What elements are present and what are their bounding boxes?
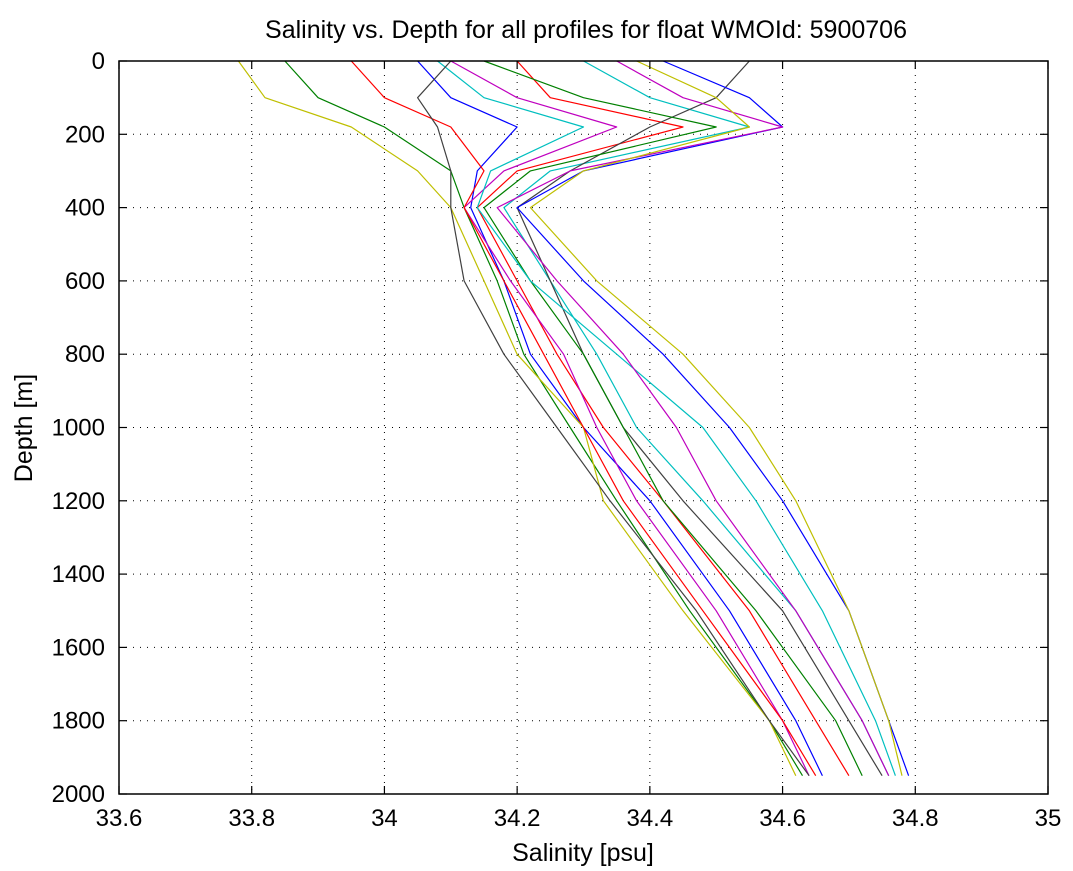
series-lines xyxy=(237,60,910,777)
salinity-profile-line xyxy=(417,60,823,776)
y-tick-label: 800 xyxy=(65,341,105,368)
chart-title: Salinity vs. Depth for all profiles for … xyxy=(265,16,907,44)
salinity-profile-line xyxy=(237,60,797,776)
salinity-profile-line xyxy=(529,60,903,776)
salinity-profile-line xyxy=(350,60,817,777)
x-axis-label: Salinity [psu] xyxy=(512,839,654,867)
axis-ticks: 33.6 33.8 34 34.2 34.4 34.6 34.8 35 0 200 400 600 80… xyxy=(52,48,1062,832)
x-tick-label: 35 xyxy=(1035,805,1062,832)
x-tick-label: 34.4 xyxy=(626,805,673,832)
y-tick-label: 1600 xyxy=(52,634,105,661)
x-tick-label: 34 xyxy=(371,805,398,832)
x-tick-label: 34.6 xyxy=(759,805,806,832)
salinity-profile-line xyxy=(450,60,810,776)
x-tick-label: 34.8 xyxy=(892,805,939,832)
salinity-profile-line xyxy=(476,60,850,777)
salinity-profile-line xyxy=(417,60,810,777)
salinity-profile-line xyxy=(516,60,883,777)
y-tick-label: 2000 xyxy=(52,781,105,808)
y-tick-label: 1800 xyxy=(52,708,105,735)
grid-lines xyxy=(119,61,1048,794)
y-tick-label: 200 xyxy=(65,121,105,148)
y-tick-label: 1200 xyxy=(52,488,105,515)
y-axis-label: Depth [m] xyxy=(10,374,38,482)
x-tick-label: 33.6 xyxy=(96,805,143,832)
y-tick-label: 1400 xyxy=(52,561,105,588)
salinity-profile-line xyxy=(437,60,896,776)
y-tick-label: 1000 xyxy=(52,415,105,442)
x-tick-label: 33.8 xyxy=(228,805,275,832)
salinity-profile-line xyxy=(284,60,804,777)
y-tick-label: 600 xyxy=(65,268,105,295)
y-tick-label: 400 xyxy=(65,195,105,222)
x-tick-label: 34.2 xyxy=(494,805,541,832)
salinity-profile-line xyxy=(496,60,890,776)
salinity-profile-line xyxy=(483,60,863,776)
y-tick-label: 0 xyxy=(92,48,105,75)
